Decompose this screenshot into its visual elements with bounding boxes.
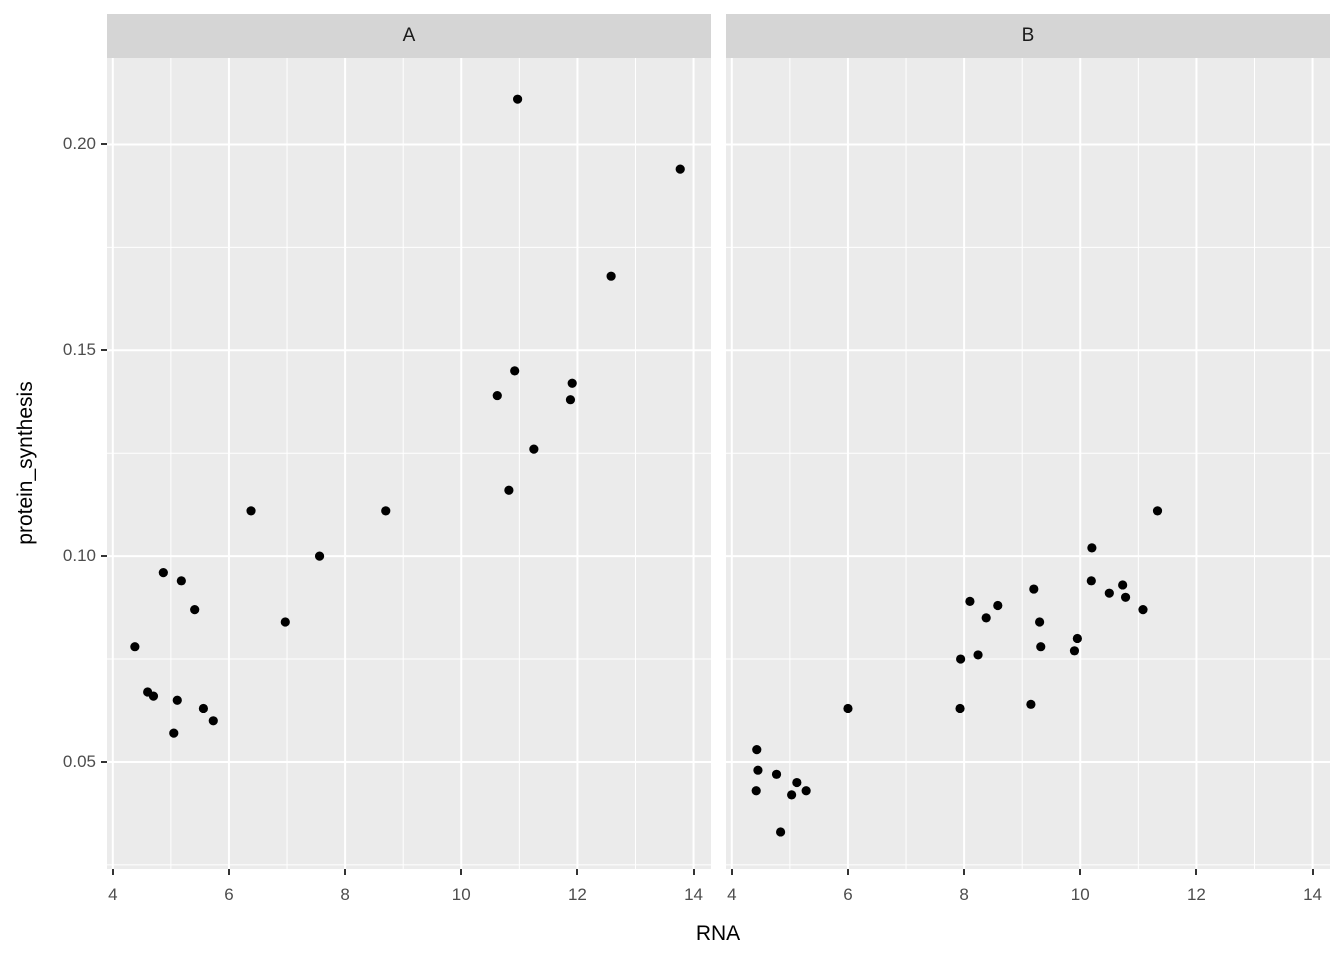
x-tick-mark bbox=[846, 869, 849, 875]
data-point bbox=[1026, 699, 1036, 709]
data-point bbox=[1118, 580, 1128, 590]
data-point bbox=[1069, 646, 1080, 656]
x-tick-label: 10 bbox=[1070, 885, 1090, 904]
data-point bbox=[130, 642, 140, 652]
facet-strip-a: A bbox=[107, 14, 711, 58]
facet-strip-label-b: B bbox=[1021, 25, 1035, 46]
x-tick-mark bbox=[730, 869, 733, 875]
data-point bbox=[246, 506, 256, 516]
x-tick-label: 14 bbox=[1303, 885, 1323, 904]
x-tick-mark bbox=[1195, 869, 1198, 875]
data-point bbox=[752, 745, 762, 755]
panel-background bbox=[107, 58, 711, 869]
data-point bbox=[169, 728, 179, 738]
y-tick-mark bbox=[101, 143, 107, 146]
x-tick-mark bbox=[1311, 869, 1314, 875]
x-tick-mark bbox=[1079, 869, 1082, 875]
data-point bbox=[1086, 576, 1096, 586]
data-point bbox=[314, 551, 325, 561]
data-point bbox=[1036, 642, 1046, 652]
data-point bbox=[965, 596, 975, 607]
y-tick-label: 0.05 bbox=[62, 751, 96, 771]
facet-panel-b bbox=[726, 58, 1330, 869]
data-point bbox=[675, 164, 685, 174]
data-point bbox=[208, 716, 218, 726]
data-point bbox=[176, 576, 186, 586]
y-tick-label: 0.10 bbox=[62, 546, 96, 566]
data-point bbox=[1087, 543, 1097, 553]
data-point bbox=[1029, 584, 1039, 594]
panel-background bbox=[726, 58, 1330, 869]
data-point bbox=[158, 567, 168, 578]
x-tick-label: 12 bbox=[567, 885, 587, 904]
x-tick-label: 6 bbox=[224, 885, 234, 904]
data-point bbox=[567, 378, 577, 388]
y-tick-label: 0.20 bbox=[62, 134, 96, 154]
data-point bbox=[529, 444, 539, 454]
x-tick-label: 8 bbox=[340, 885, 350, 904]
data-point bbox=[1138, 605, 1148, 615]
data-point bbox=[787, 790, 797, 800]
data-point bbox=[775, 827, 786, 837]
x-tick-label: 6 bbox=[843, 885, 853, 904]
data-point bbox=[492, 390, 502, 401]
data-point bbox=[1035, 617, 1045, 627]
y-axis-title: protein_synthesis bbox=[14, 381, 37, 545]
data-point bbox=[148, 691, 159, 701]
x-tick-label: 14 bbox=[684, 885, 704, 904]
x-tick-label: 12 bbox=[1186, 885, 1206, 904]
x-tick-label: 4 bbox=[108, 885, 118, 904]
x-tick-label: 4 bbox=[727, 885, 737, 904]
x-tick-mark bbox=[344, 869, 347, 875]
facet-panel-a bbox=[107, 58, 711, 869]
x-tick-mark bbox=[227, 869, 230, 875]
data-point bbox=[172, 695, 182, 705]
facet-strip-label-a: A bbox=[402, 25, 416, 46]
data-point bbox=[198, 703, 209, 714]
data-point bbox=[993, 600, 1003, 611]
data-point bbox=[981, 613, 991, 623]
data-point bbox=[753, 765, 763, 775]
data-point bbox=[1104, 588, 1114, 598]
x-tick-label: 8 bbox=[959, 885, 969, 904]
x-tick-mark bbox=[963, 869, 966, 875]
data-point bbox=[1072, 633, 1082, 644]
data-point bbox=[751, 786, 761, 796]
x-tick-mark bbox=[111, 869, 114, 875]
data-point bbox=[606, 271, 616, 281]
x-axis-title: RNA bbox=[695, 922, 741, 945]
data-point bbox=[504, 485, 514, 495]
x-tick-mark bbox=[460, 869, 463, 875]
data-point bbox=[565, 395, 576, 405]
data-point bbox=[1152, 506, 1163, 516]
data-point bbox=[955, 703, 965, 714]
y-tick-mark bbox=[101, 760, 107, 763]
x-tick-label: 10 bbox=[451, 885, 471, 904]
data-point bbox=[801, 786, 811, 796]
x-tick-mark bbox=[576, 869, 579, 875]
data-point bbox=[280, 617, 290, 627]
x-tick-mark bbox=[692, 869, 695, 875]
data-point bbox=[973, 650, 983, 660]
data-point bbox=[843, 703, 853, 714]
data-point bbox=[381, 506, 391, 516]
data-point bbox=[190, 605, 200, 615]
facet-strip-b: B bbox=[726, 14, 1330, 58]
data-point bbox=[792, 777, 802, 788]
data-point bbox=[956, 654, 966, 664]
y-tick-label: 0.15 bbox=[62, 340, 96, 360]
data-point bbox=[510, 366, 520, 376]
y-tick-mark bbox=[101, 349, 107, 352]
data-point bbox=[771, 769, 782, 779]
data-point bbox=[1120, 592, 1131, 602]
y-tick-mark bbox=[101, 555, 107, 558]
data-point bbox=[513, 94, 523, 104]
